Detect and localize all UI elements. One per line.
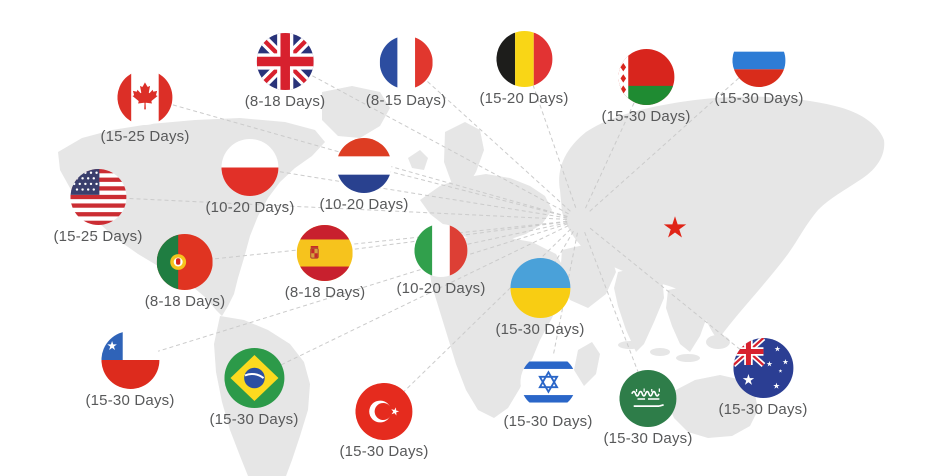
map-australia — [668, 375, 758, 438]
destination-canada: (15-25 Days) — [100, 69, 190, 145]
uk-flag-icon — [256, 32, 314, 90]
shipping-time-label: (8-18 Days) — [284, 284, 366, 301]
shipping-time-label: (15-30 Days) — [503, 413, 593, 430]
belgium-flag-icon — [495, 31, 552, 87]
destination-turkey: (15-30 Days) — [339, 382, 429, 460]
destination-chile: (15-30 Days) — [85, 331, 174, 409]
chile-flag-icon — [100, 331, 159, 389]
destination-usa: (15-25 Days) — [53, 169, 142, 245]
netherlands-flag-icon — [336, 137, 392, 193]
china-origin-star-icon — [663, 216, 687, 238]
shipping-time-label: (15-30 Days) — [603, 429, 693, 447]
route-line-belgium — [523, 58, 577, 208]
brazil-flag-icon — [223, 348, 284, 408]
destination-israel: (15-30 Days) — [503, 354, 592, 430]
destination-netherlands: (10-20 Days) — [319, 137, 409, 213]
destination-saudi-arabia: (15-30 Days) — [603, 369, 693, 447]
route-line-poland — [249, 166, 568, 219]
shipping-time-label: (15-25 Days) — [53, 228, 143, 245]
shipping-time-label: (15-30 Days) — [714, 89, 804, 107]
shipping-time-label: (10-20 Days) — [396, 279, 486, 297]
route-line-brazil — [253, 225, 569, 379]
shipping-time-label: (15-25 Days) — [100, 127, 190, 145]
france-flag-icon — [379, 35, 433, 89]
destination-ukraine: (15-30 Days) — [495, 258, 584, 338]
map-british-isles — [408, 150, 428, 170]
destination-russia: (15-30 Days) — [714, 33, 804, 107]
map-new-guinea — [706, 335, 730, 349]
spain-flag-icon — [297, 225, 353, 281]
shipping-time-label: (10-20 Days) — [319, 195, 409, 213]
shipping-time-label: (15-30 Days) — [209, 411, 299, 428]
map-indonesia — [676, 354, 700, 362]
italy-flag-icon — [414, 223, 468, 277]
australia-flag-icon — [732, 338, 793, 398]
destination-belarus: (15-30 Days) — [601, 49, 690, 125]
shipping-time-label: (8-18 Days) — [244, 92, 326, 110]
route-line-france — [405, 61, 571, 212]
route-line-ukraine — [539, 230, 574, 289]
russia-flag-icon — [732, 33, 786, 87]
map-japan — [744, 226, 770, 266]
map-greenland — [322, 86, 390, 138]
shipping-time-label: (15-30 Days) — [495, 321, 585, 338]
shipping-time-label: (10-20 Days) — [205, 198, 295, 216]
route-line-united-kingdom — [284, 60, 569, 215]
canada-flag-icon — [117, 69, 173, 125]
map-europe — [420, 174, 552, 242]
saudi-arabia-flag-icon — [619, 369, 677, 427]
poland-flag-icon — [221, 138, 279, 196]
shipping-time-label: (8-15 Days) — [365, 91, 447, 109]
map-arabian-peninsula — [560, 244, 616, 308]
destination-spain: (8-18 Days) — [285, 225, 366, 301]
israel-flag-icon — [519, 354, 576, 410]
destination-portugal: (8-18 Days) — [145, 234, 226, 310]
belarus-flag-icon — [617, 49, 674, 105]
route-line-united-states — [97, 196, 568, 220]
destination-united-kingdom: (8-18 Days) — [244, 32, 326, 110]
map-india — [614, 266, 664, 352]
shipping-time-label: (15-30 Days) — [85, 392, 175, 409]
destination-brazil: (15-30 Days) — [209, 348, 298, 428]
shipping-time-label: (15-20 Days) — [479, 90, 569, 107]
route-line-chile — [129, 223, 568, 361]
route-line-russia — [589, 59, 760, 212]
map-asia — [559, 96, 885, 340]
shipping-time-label: (15-30 Days) — [718, 401, 808, 418]
shipping-time-label: (15-30 Days) — [339, 442, 429, 460]
destination-belgium: (15-20 Days) — [479, 31, 568, 107]
destination-france: (8-15 Days) — [365, 35, 447, 109]
route-line-australia — [589, 227, 764, 369]
route-line-saudi-arabia — [584, 231, 649, 399]
route-line-portugal — [184, 220, 568, 263]
usa-flag-icon — [69, 169, 126, 225]
map-indonesia — [618, 341, 642, 349]
turkey-flag-icon — [355, 382, 413, 440]
portugal-flag-icon — [157, 234, 213, 290]
destination-italy: (10-20 Days) — [396, 223, 486, 297]
map-southeast-asia — [666, 286, 708, 352]
map-madagascar — [574, 342, 600, 386]
destination-australia: (15-30 Days) — [718, 338, 807, 418]
shipping-time-label: (8-18 Days) — [144, 293, 226, 310]
destination-poland: (10-20 Days) — [205, 138, 295, 216]
shipping-time-label: (15-30 Days) — [601, 108, 691, 125]
map-indonesia — [650, 348, 670, 356]
ukraine-flag-icon — [509, 258, 570, 318]
